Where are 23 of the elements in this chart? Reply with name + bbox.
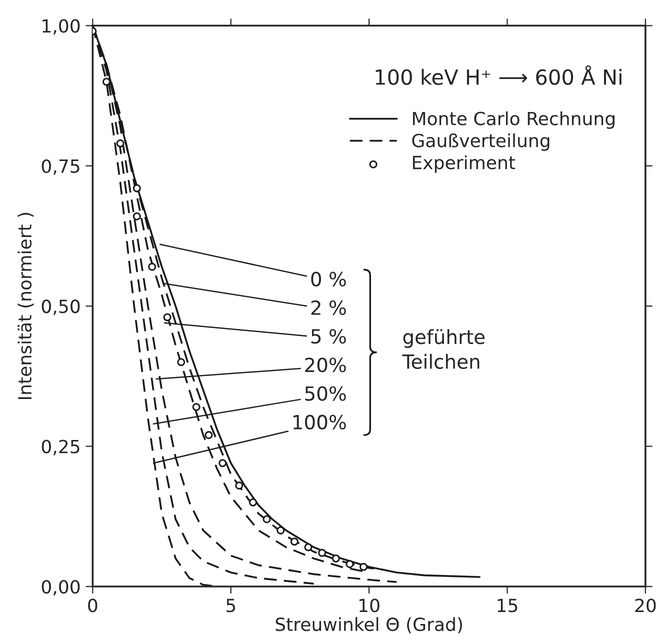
annotation: 5 % xyxy=(311,328,346,344)
y-tick-label: 0,50 xyxy=(42,300,80,316)
annotation: 0 % xyxy=(311,272,346,286)
annotation: 50% xyxy=(305,386,346,401)
legend-label: Gaußverteilung xyxy=(412,133,550,151)
text: 100 keV H⁺ ⟶ 600 Å Ni xyxy=(376,65,622,85)
y-axis-title: Intensität (normiert ) xyxy=(18,212,34,400)
annotation: geführte Teilchen xyxy=(402,329,485,369)
y-tick-label: 0,75 xyxy=(42,159,80,175)
legend-label: Experiment xyxy=(412,155,516,173)
y-tick-label: 0,00 xyxy=(42,580,80,596)
annotation: 20% xyxy=(305,358,346,372)
x-tick-label: 20 xyxy=(635,598,656,612)
x-axis-title: Streuwinkel Θ (Grad) xyxy=(276,617,462,634)
annotation: 2 % xyxy=(311,300,346,316)
x-tick-label: 10 xyxy=(360,598,380,612)
annotation: 100% xyxy=(294,414,346,430)
x-tick-label: 5 xyxy=(226,598,236,612)
x-tick-label: 0 xyxy=(88,598,98,612)
y-tick-label: 1,00 xyxy=(42,19,80,35)
x-tick-label: 15 xyxy=(498,598,518,612)
y-tick-label: 0,25 xyxy=(42,440,80,456)
legend-label: Monte Carlo Rechnung xyxy=(412,111,614,129)
